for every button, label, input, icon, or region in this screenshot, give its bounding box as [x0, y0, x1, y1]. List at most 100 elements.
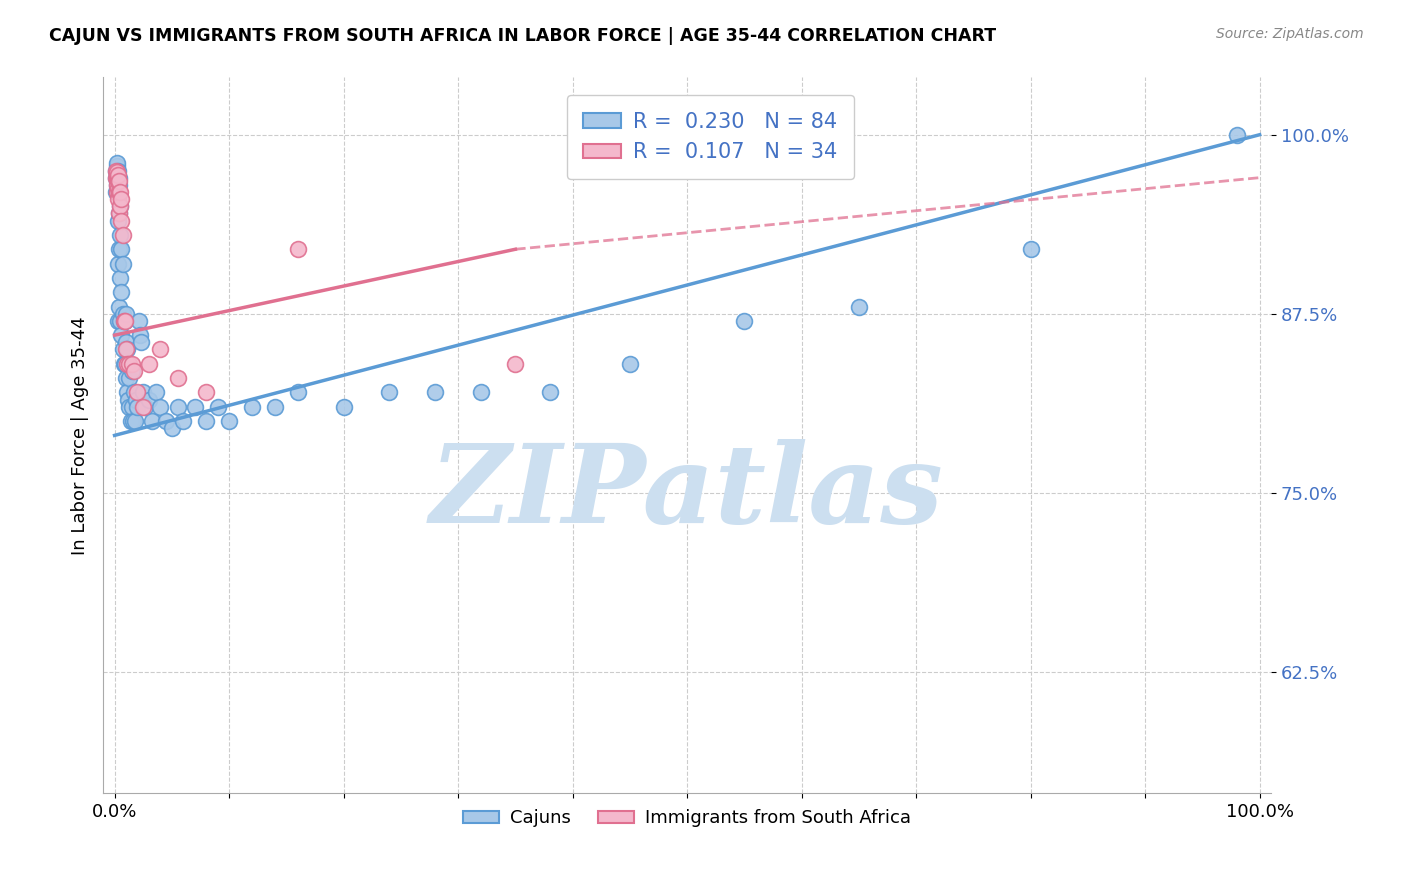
- Point: [108, 185, 131, 199]
- Point: [110, 199, 132, 213]
- Point: [107, 180, 129, 194]
- Point: [207, 400, 229, 414]
- Point: [115, 343, 138, 357]
- Point: [184, 400, 207, 414]
- Point: [619, 357, 641, 371]
- Point: [115, 307, 138, 321]
- Point: [110, 192, 132, 206]
- Point: [105, 156, 128, 170]
- Point: [122, 385, 145, 400]
- Point: [128, 314, 150, 328]
- Point: [110, 227, 132, 242]
- Point: [125, 392, 148, 407]
- Point: [110, 285, 132, 300]
- Point: [110, 314, 132, 328]
- Point: [122, 414, 145, 428]
- Point: [108, 242, 131, 256]
- Point: [111, 307, 134, 321]
- Point: [108, 170, 131, 185]
- Point: [107, 185, 129, 199]
- Point: [105, 178, 128, 192]
- Point: [166, 400, 188, 414]
- Point: [1226, 128, 1249, 142]
- Point: [104, 170, 127, 185]
- Point: [105, 165, 128, 179]
- Point: [105, 168, 128, 182]
- Point: [115, 343, 138, 357]
- Point: [114, 314, 136, 328]
- Point: [108, 185, 131, 199]
- Point: [107, 168, 129, 182]
- Point: [129, 335, 152, 350]
- Point: [111, 227, 134, 242]
- Point: [134, 400, 156, 414]
- Text: Source: ZipAtlas.com: Source: ZipAtlas.com: [1216, 27, 1364, 41]
- Point: [505, 357, 527, 371]
- Point: [114, 357, 136, 371]
- Text: ZIPatlas: ZIPatlas: [430, 439, 943, 547]
- Point: [378, 385, 401, 400]
- Point: [332, 400, 354, 414]
- Point: [538, 385, 561, 400]
- Point: [145, 385, 167, 400]
- Point: [124, 414, 146, 428]
- Point: [155, 414, 177, 428]
- Point: [110, 213, 132, 227]
- Point: [112, 314, 135, 328]
- Point: [108, 173, 131, 187]
- Point: [121, 400, 143, 414]
- Point: [195, 414, 218, 428]
- Point: [121, 357, 143, 371]
- Point: [107, 170, 129, 185]
- Point: [287, 242, 309, 256]
- Point: [104, 170, 127, 185]
- Point: [160, 421, 183, 435]
- Point: [110, 199, 132, 213]
- Text: CAJUN VS IMMIGRANTS FROM SOUTH AFRICA IN LABOR FORCE | AGE 35-44 CORRELATION CHA: CAJUN VS IMMIGRANTS FROM SOUTH AFRICA IN…: [49, 27, 997, 45]
- Point: [115, 335, 138, 350]
- Point: [105, 185, 128, 199]
- Legend: Cajuns, Immigrants from South Africa: Cajuns, Immigrants from South Africa: [456, 802, 918, 834]
- Point: [118, 357, 141, 371]
- Point: [108, 178, 131, 192]
- Point: [115, 371, 138, 385]
- Point: [108, 206, 131, 220]
- Point: [115, 357, 138, 371]
- Point: [118, 400, 141, 414]
- Point: [132, 385, 155, 400]
- Point: [107, 173, 129, 187]
- Point: [733, 314, 755, 328]
- Y-axis label: In Labor Force | Age 35-44: In Labor Force | Age 35-44: [72, 316, 89, 555]
- Point: [107, 178, 129, 192]
- Point: [117, 357, 139, 371]
- Point: [104, 163, 127, 178]
- Point: [128, 328, 150, 343]
- Point: [138, 392, 160, 407]
- Point: [110, 271, 132, 285]
- Point: [104, 163, 127, 178]
- Point: [127, 385, 149, 400]
- Point: [108, 206, 131, 220]
- Point: [287, 385, 309, 400]
- Point: [110, 328, 132, 343]
- Point: [848, 300, 870, 314]
- Point: [132, 400, 155, 414]
- Point: [172, 414, 194, 428]
- Point: [166, 371, 188, 385]
- Point: [112, 314, 135, 328]
- Point: [149, 343, 172, 357]
- Point: [105, 163, 128, 178]
- Point: [105, 159, 128, 173]
- Point: [104, 185, 127, 199]
- Point: [107, 213, 129, 227]
- Point: [111, 343, 134, 357]
- Point: [264, 400, 287, 414]
- Point: [111, 256, 134, 270]
- Point: [1019, 242, 1042, 256]
- Point: [110, 185, 132, 199]
- Point: [107, 256, 129, 270]
- Point: [105, 168, 128, 182]
- Point: [218, 414, 240, 428]
- Point: [105, 178, 128, 192]
- Point: [105, 170, 128, 185]
